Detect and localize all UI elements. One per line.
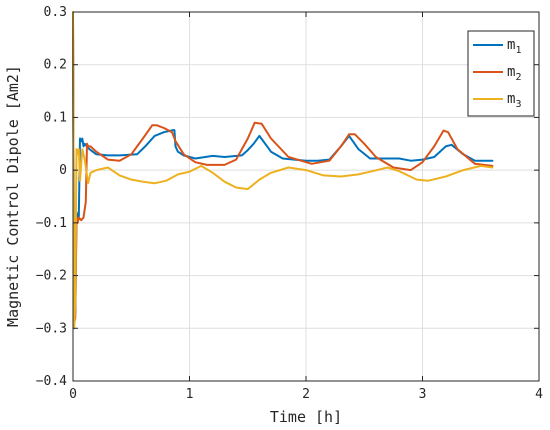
legend: m1 m2 m3 bbox=[467, 30, 535, 117]
series-line-m1 bbox=[72, 21, 494, 319]
tick-labels: 0 1 2 3 4 −0.4 −0.3 −0.2 −0.1 0 0.1 0.2 0.3 bbox=[36, 5, 543, 402]
legend-label-m1: m1 bbox=[507, 37, 521, 56]
series-line-m3 bbox=[72, 11, 494, 330]
legend-label-m2: m2 bbox=[507, 64, 521, 83]
y-tick-label: 0.1 bbox=[44, 110, 67, 125]
x-tick-label: 0 bbox=[69, 387, 77, 402]
series-line-m2 bbox=[72, 16, 494, 324]
y-tick-label: 0.3 bbox=[44, 5, 67, 20]
axis-ticks bbox=[72, 11, 540, 382]
y-tick-label: 0 bbox=[59, 163, 67, 178]
x-tick-label: 4 bbox=[535, 387, 543, 402]
series-lines bbox=[72, 11, 494, 330]
legend-box bbox=[467, 30, 535, 117]
y-tick-label: −0.2 bbox=[36, 269, 67, 284]
x-tick-label: 2 bbox=[302, 387, 310, 402]
y-tick-label: 0.2 bbox=[44, 58, 67, 73]
x-tick-label: 3 bbox=[419, 387, 427, 402]
y-tick-label: −0.4 bbox=[36, 374, 67, 389]
y-axis-title: Magnetic Control Dipole [Am2] bbox=[4, 65, 22, 327]
y-tick-label: −0.3 bbox=[36, 321, 67, 336]
legend-label-m3: m3 bbox=[507, 91, 521, 110]
x-tick-label: 1 bbox=[186, 387, 194, 402]
y-tick-label: −0.1 bbox=[36, 216, 67, 231]
x-axis-title: Time [h] bbox=[270, 408, 342, 426]
